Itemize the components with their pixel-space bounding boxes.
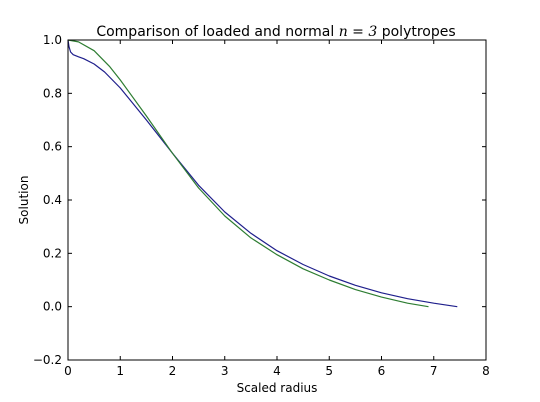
x-tick-label: 2 (169, 364, 177, 378)
x-tick-label: 0 (64, 364, 72, 378)
x-tick-label: 3 (221, 364, 229, 378)
y-tick-label: 0.6 (43, 140, 62, 154)
chart-title: Comparison of loaded and normal n = 3 po… (96, 24, 455, 40)
y-tick-label: 0.4 (43, 193, 62, 207)
x-tick-label: 7 (430, 364, 438, 378)
x-tick-label: 6 (378, 364, 386, 378)
y-tick-label: −0.2 (33, 353, 62, 367)
series-line-2 (67, 39, 429, 308)
x-tick-label: 1 (116, 364, 124, 378)
plot-frame (67, 39, 487, 361)
axis-ticks: 0 1 2 3 4 5 6 7 8 −0.2 0.0 0.2 0.4 0.6 0.8 1.0 (33, 33, 490, 378)
y-tick-label: 0.8 (43, 86, 62, 100)
x-axis-label: Scaled radius (237, 381, 318, 395)
y-tick-label: 0.2 (43, 246, 62, 260)
y-axis-label: Solution (17, 176, 31, 225)
y-tick-label: 1.0 (43, 33, 62, 47)
series-line-1 (67, 39, 458, 308)
x-tick-label: 5 (325, 364, 333, 378)
y-tick-label: 0.0 (43, 300, 62, 314)
plot-lines (67, 39, 458, 308)
x-tick-label: 4 (273, 364, 281, 378)
x-tick-label: 8 (482, 364, 490, 378)
